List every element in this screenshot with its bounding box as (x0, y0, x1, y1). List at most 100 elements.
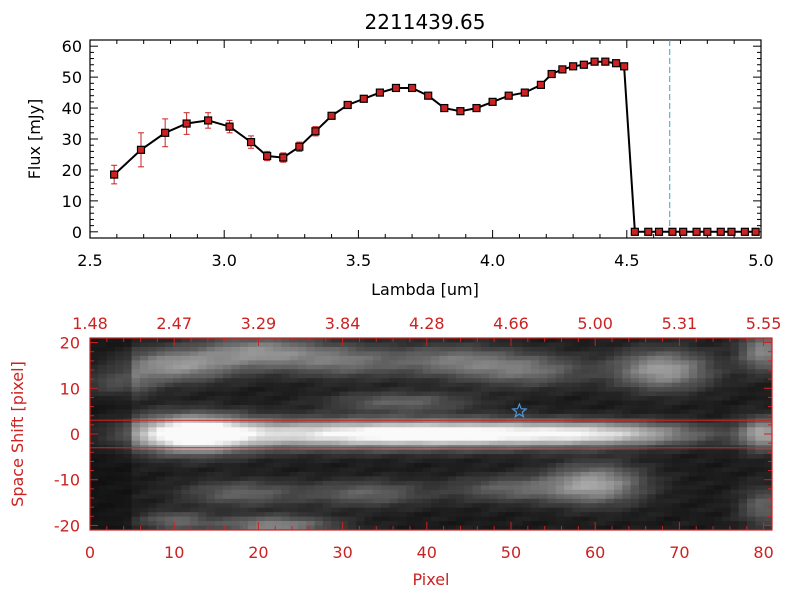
heatmap-cell (414, 418, 424, 424)
heatmap-cell (722, 396, 731, 401)
heatmap-cell (389, 494, 399, 500)
heatmap-cell (139, 364, 149, 370)
heatmap-cell (697, 422, 706, 428)
heatmap-cell (597, 498, 607, 504)
heatmap-cell (705, 485, 715, 491)
heatmap-cell (688, 480, 698, 486)
heatmap-cell (738, 382, 748, 388)
heatmap-cell (139, 440, 149, 446)
heatmap-cell (622, 338, 632, 343)
heatmap-cell (214, 498, 224, 504)
heatmap-cell (223, 364, 232, 370)
heatmap-cell (90, 360, 99, 366)
heatmap-cell (580, 387, 590, 392)
heatmap-cell (680, 494, 690, 500)
heatmap-cell (356, 387, 365, 392)
heatmap-cell (297, 396, 307, 401)
heatmap-cell (597, 521, 607, 526)
heatmap-cell (314, 463, 324, 468)
heatmap-cell (164, 409, 174, 415)
heatmap-cell (289, 463, 299, 468)
heatmap-cell (722, 351, 731, 357)
heatmap-cell (347, 400, 357, 406)
heatmap-cell (198, 382, 207, 388)
heatmap-cell (256, 355, 266, 361)
heatmap-cell (547, 373, 557, 379)
heatmap-cell (139, 494, 149, 500)
heatmap-cell (406, 480, 415, 486)
heatmap-cell (505, 512, 515, 518)
heatmap-cell (497, 369, 507, 375)
heatmap-cell (497, 485, 507, 491)
heatmap-cell (622, 440, 632, 446)
heatmap-cell (622, 382, 632, 388)
heatmap-cell (505, 382, 515, 388)
heatmap-cell (356, 454, 365, 459)
heatmap-cell (181, 471, 191, 477)
heatmap-cell (256, 404, 266, 410)
heatmap-cell (114, 507, 124, 513)
heatmap-cell (713, 427, 723, 433)
heatmap-cell (281, 440, 291, 446)
heatmap-cell (339, 525, 349, 531)
heatmap-cell (613, 449, 623, 455)
heatmap-cell (189, 369, 199, 375)
heatmap-cell (455, 373, 465, 379)
heatmap-cell (322, 338, 332, 343)
heatmap-cell (455, 400, 465, 406)
heatmap-cell (256, 431, 266, 437)
heatmap-cell (564, 387, 573, 392)
heatmap-cell (123, 373, 132, 379)
heatmap-cell (189, 476, 199, 482)
data-point (225, 122, 234, 131)
heatmap-cell (455, 512, 465, 518)
heatmap-cell (347, 494, 357, 500)
heatmap-cell (189, 427, 199, 433)
heatmap-cell (530, 498, 540, 504)
heatmap-cell (697, 512, 706, 518)
heatmap-cell (331, 467, 340, 473)
heatmap-cell (755, 476, 765, 482)
heatmap-cell (505, 404, 515, 410)
heatmap-cell (455, 494, 465, 500)
heatmap-cell (322, 512, 332, 518)
heatmap-cell (314, 418, 324, 424)
heatmap-cell (638, 338, 648, 343)
heatmap-cell (356, 369, 365, 375)
heatmap-cell (356, 355, 365, 361)
heatmap-cell (189, 413, 199, 419)
heatmap-cell (514, 351, 523, 357)
heatmap-cell (613, 373, 623, 379)
heatmap-cell (730, 440, 740, 446)
heatmap-cell (264, 458, 274, 464)
heatmap-cell (314, 458, 324, 464)
heatmap-cell (530, 396, 540, 401)
heatmap-cell (572, 516, 582, 522)
heatmap-cell (389, 364, 399, 370)
heatmap-cell (655, 364, 665, 370)
heatmap-cell (356, 378, 365, 384)
heatmap-cell (223, 471, 232, 477)
heatmap-cell (189, 494, 199, 500)
heatmap-cell (356, 498, 365, 504)
heatmap-cell (688, 476, 698, 482)
heatmap-cell (489, 360, 498, 366)
heatmap-cell (722, 378, 731, 384)
heatmap-cell (655, 409, 665, 415)
heatmap-cell (272, 467, 282, 473)
heatmap-cell (90, 498, 99, 504)
heatmap-cell (106, 512, 116, 518)
heatmap-cell (189, 360, 199, 366)
heatmap-cell (164, 404, 174, 410)
heatmap-cell (281, 463, 291, 468)
heatmap-cell (605, 521, 615, 526)
heatmap-cell (472, 449, 482, 455)
heatmap-cell (447, 467, 457, 473)
heatmap-cell (98, 449, 108, 455)
heatmap-cell (248, 382, 257, 388)
heatmap-cell (497, 512, 507, 518)
heatmap-cell (148, 373, 157, 379)
heatmap-cell (530, 458, 540, 464)
heatmap-cell (139, 516, 149, 522)
heatmap-cell (505, 422, 515, 428)
